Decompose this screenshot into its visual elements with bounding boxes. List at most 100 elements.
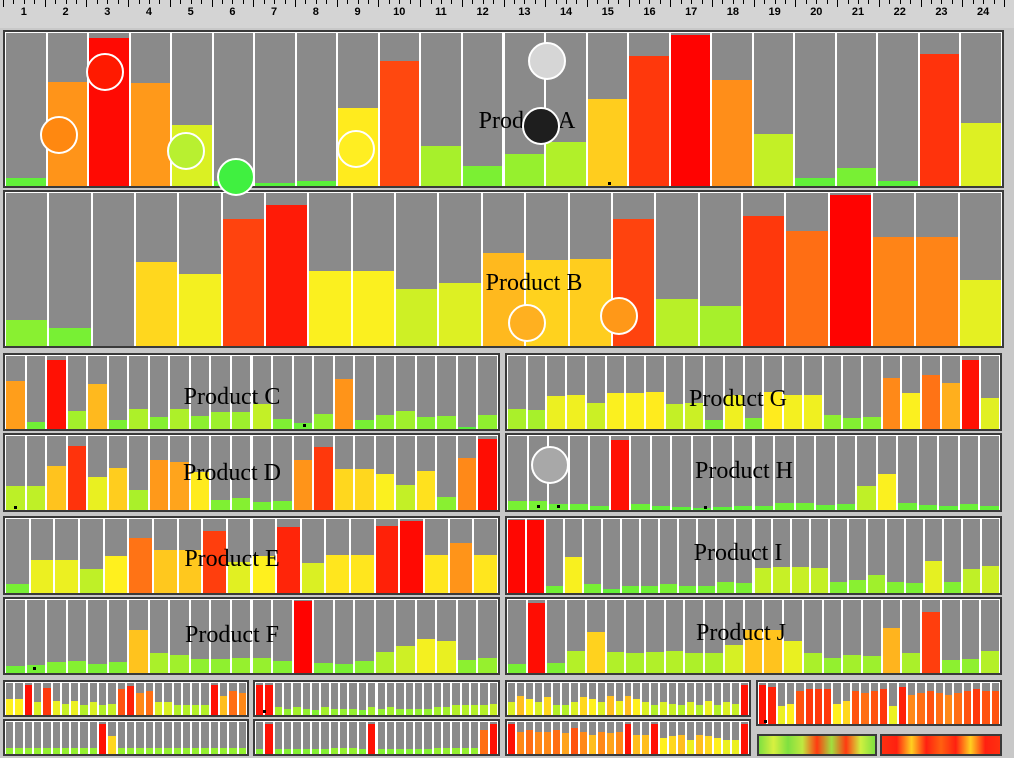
bar[interactable] bbox=[803, 395, 822, 429]
bar[interactable] bbox=[461, 705, 469, 715]
bar[interactable] bbox=[696, 705, 704, 715]
bar[interactable] bbox=[375, 651, 395, 673]
bar[interactable] bbox=[108, 662, 128, 673]
bar[interactable] bbox=[803, 653, 822, 673]
bar[interactable] bbox=[898, 687, 906, 724]
bar[interactable] bbox=[685, 652, 704, 673]
bar[interactable] bbox=[164, 747, 172, 754]
bar[interactable] bbox=[88, 384, 107, 429]
bar[interactable] bbox=[231, 498, 251, 510]
bar[interactable] bbox=[252, 556, 276, 593]
bar[interactable] bbox=[586, 402, 605, 429]
bar[interactable] bbox=[452, 705, 460, 715]
bar[interactable] bbox=[437, 640, 456, 673]
selection-marker[interactable] bbox=[40, 116, 78, 154]
bar[interactable] bbox=[231, 657, 251, 673]
bar[interactable] bbox=[256, 749, 264, 754]
bar[interactable] bbox=[15, 747, 23, 754]
bar[interactable] bbox=[552, 730, 560, 754]
bar[interactable] bbox=[534, 702, 542, 715]
bar[interactable] bbox=[153, 550, 177, 593]
bar[interactable] bbox=[340, 747, 348, 754]
bar[interactable] bbox=[108, 703, 116, 715]
bar[interactable] bbox=[527, 602, 546, 673]
bar[interactable] bbox=[561, 733, 569, 754]
bar[interactable] bbox=[754, 505, 774, 510]
bar[interactable] bbox=[24, 747, 32, 754]
bar[interactable] bbox=[314, 662, 333, 673]
bar[interactable] bbox=[732, 739, 740, 754]
bar[interactable] bbox=[201, 705, 209, 715]
selection-marker[interactable] bbox=[337, 130, 375, 168]
bar[interactable] bbox=[284, 708, 292, 715]
bar[interactable] bbox=[210, 684, 219, 715]
bar[interactable] bbox=[312, 710, 320, 715]
product-panel-f[interactable] bbox=[3, 597, 500, 675]
selection-marker[interactable] bbox=[217, 158, 255, 196]
bar[interactable] bbox=[878, 181, 918, 186]
bar[interactable] bbox=[935, 693, 944, 724]
bar[interactable] bbox=[47, 466, 66, 510]
bar[interactable] bbox=[182, 747, 191, 754]
bar[interactable] bbox=[252, 657, 272, 673]
bar[interactable] bbox=[944, 581, 962, 593]
bar[interactable] bbox=[672, 507, 691, 510]
bar[interactable] bbox=[43, 687, 51, 715]
bar[interactable] bbox=[764, 629, 783, 673]
bar[interactable] bbox=[478, 438, 497, 510]
bar[interactable] bbox=[692, 507, 712, 510]
bar[interactable] bbox=[182, 705, 191, 715]
bar[interactable] bbox=[991, 691, 999, 724]
bar[interactable] bbox=[610, 439, 630, 510]
bar[interactable] bbox=[462, 166, 503, 186]
bar[interactable] bbox=[47, 359, 66, 429]
bar[interactable] bbox=[665, 651, 684, 673]
bar[interactable] bbox=[786, 231, 828, 346]
bar[interactable] bbox=[227, 561, 251, 593]
bar[interactable] bbox=[238, 747, 246, 754]
bar[interactable] bbox=[961, 659, 980, 673]
bar[interactable] bbox=[439, 283, 481, 346]
bar[interactable] bbox=[705, 419, 723, 429]
bar[interactable] bbox=[561, 705, 569, 715]
bar[interactable] bbox=[273, 501, 292, 510]
bar[interactable] bbox=[773, 567, 791, 593]
bar[interactable] bbox=[61, 747, 70, 754]
bar[interactable] bbox=[882, 627, 901, 673]
bar[interactable] bbox=[6, 699, 14, 715]
bar[interactable] bbox=[220, 695, 228, 715]
bar[interactable] bbox=[862, 416, 881, 429]
bar[interactable] bbox=[569, 504, 589, 510]
bar[interactable] bbox=[489, 723, 497, 754]
bar[interactable] bbox=[293, 600, 313, 673]
bar[interactable] bbox=[786, 703, 795, 724]
bar[interactable] bbox=[621, 586, 639, 593]
bar[interactable] bbox=[67, 410, 87, 429]
bar[interactable] bbox=[941, 383, 960, 429]
bar[interactable] bbox=[823, 658, 842, 673]
bar[interactable] bbox=[99, 723, 107, 754]
bar[interactable] bbox=[129, 490, 148, 510]
bar[interactable] bbox=[154, 747, 163, 754]
bar[interactable] bbox=[145, 691, 153, 715]
bar[interactable] bbox=[437, 415, 456, 429]
bar[interactable] bbox=[80, 705, 88, 715]
product-panel-s1[interactable] bbox=[3, 680, 249, 717]
bar[interactable] bbox=[868, 575, 886, 593]
bar[interactable] bbox=[843, 654, 861, 673]
bar[interactable] bbox=[314, 414, 333, 429]
selection-marker[interactable] bbox=[86, 53, 124, 91]
bar[interactable] bbox=[925, 561, 943, 593]
bar[interactable] bbox=[149, 417, 169, 429]
bar[interactable] bbox=[136, 747, 144, 754]
bar[interactable] bbox=[982, 691, 990, 724]
bar[interactable] bbox=[716, 581, 734, 593]
bar[interactable] bbox=[624, 723, 632, 754]
bar[interactable] bbox=[302, 708, 311, 715]
bar[interactable] bbox=[516, 731, 524, 754]
bar[interactable] bbox=[651, 723, 659, 754]
bar[interactable] bbox=[145, 747, 153, 754]
bar[interactable] bbox=[849, 580, 867, 593]
bar[interactable] bbox=[754, 567, 772, 593]
product-panel-s4[interactable] bbox=[756, 680, 1002, 726]
